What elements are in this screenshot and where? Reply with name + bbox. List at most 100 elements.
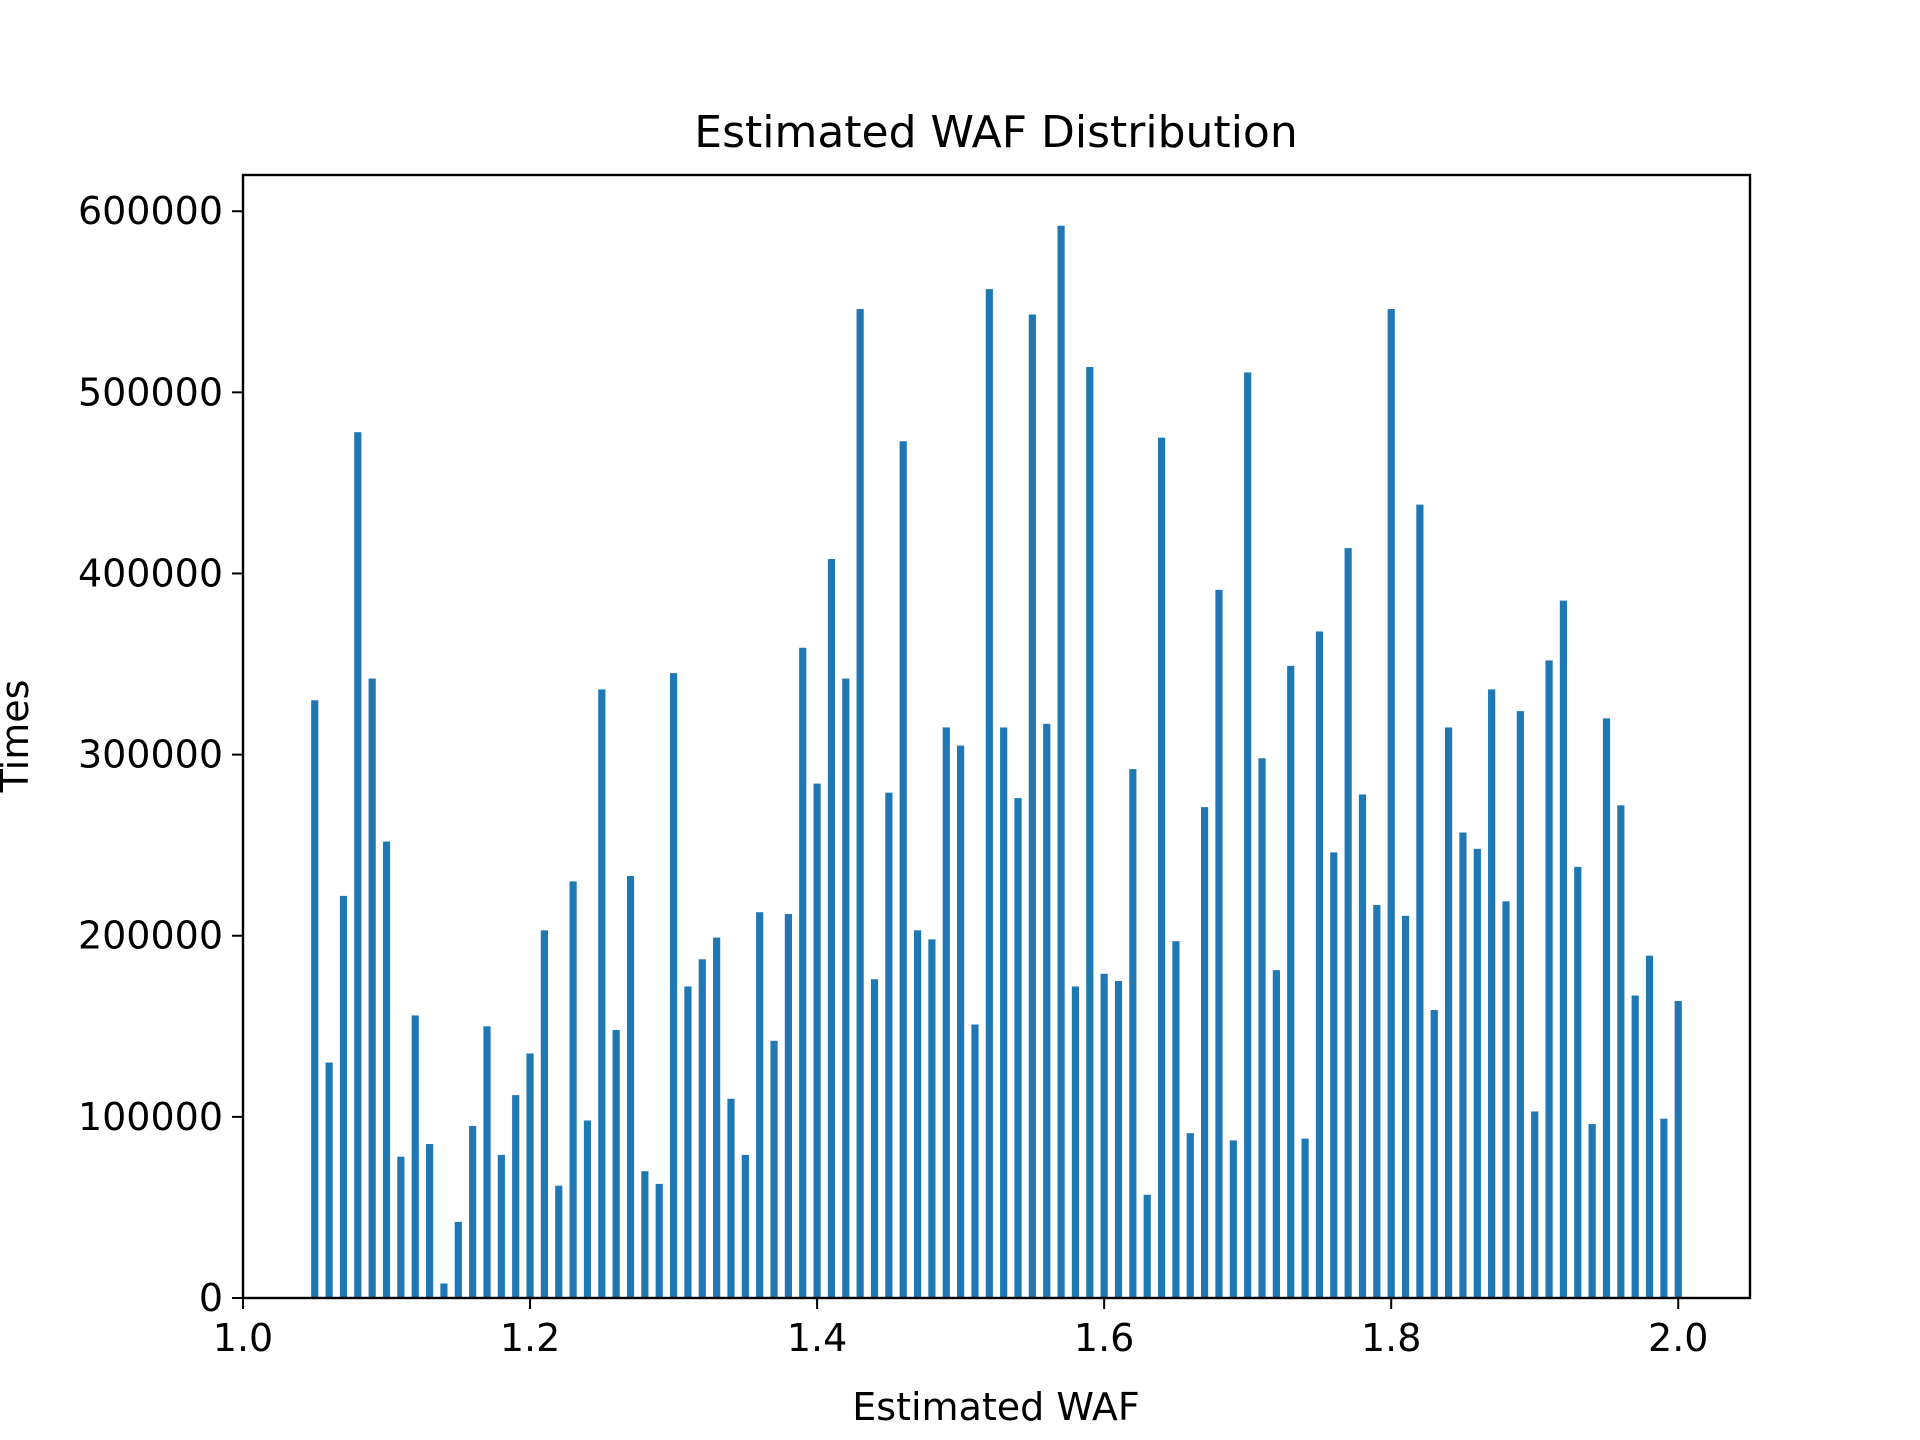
bar <box>1186 1133 1194 1298</box>
bar <box>741 1154 749 1298</box>
bar <box>942 727 950 1298</box>
bar <box>899 441 907 1298</box>
bar <box>1430 1010 1438 1298</box>
bar <box>1272 970 1280 1298</box>
y-tick-label: 400000 <box>78 551 223 595</box>
bar <box>885 792 893 1298</box>
bar <box>698 959 706 1298</box>
bar <box>569 881 577 1298</box>
bar <box>382 841 391 1298</box>
bar <box>583 1120 592 1298</box>
bar <box>1215 589 1223 1298</box>
x-tick-label: 2.0 <box>1648 1316 1708 1360</box>
y-tick-label: 100000 <box>78 1095 223 1139</box>
bar <box>483 1026 491 1298</box>
chart-title: Estimated WAF Distribution <box>694 107 1297 158</box>
bar <box>598 689 606 1298</box>
bar <box>540 930 548 1298</box>
bar <box>655 1183 663 1298</box>
bar <box>1014 798 1022 1298</box>
bar <box>1516 711 1524 1298</box>
bar <box>870 979 879 1298</box>
x-axis-label: Estimated WAF <box>852 1385 1139 1429</box>
bar <box>354 432 362 1298</box>
bar <box>827 558 836 1298</box>
bar <box>1373 904 1381 1298</box>
bar <box>1545 660 1553 1298</box>
x-tick-label: 1.0 <box>213 1316 273 1360</box>
bar <box>1000 727 1008 1298</box>
bar <box>1229 1140 1237 1298</box>
bar <box>1172 941 1180 1298</box>
plot-frame <box>241 173 1752 1300</box>
bar <box>1258 758 1266 1298</box>
bar <box>1028 314 1036 1299</box>
bar <box>1387 309 1395 1298</box>
bar <box>799 647 807 1298</box>
bar <box>928 939 936 1298</box>
bar <box>1129 769 1137 1298</box>
bar <box>1057 225 1065 1299</box>
bar <box>1071 986 1080 1298</box>
x-tick-label: 1.8 <box>1361 1316 1421 1360</box>
bar <box>770 1040 778 1298</box>
bar <box>1660 1118 1668 1298</box>
x-tick-label: 1.2 <box>500 1316 560 1360</box>
bar <box>1445 727 1453 1298</box>
bar <box>1459 832 1467 1298</box>
bar <box>1143 1194 1151 1298</box>
bar <box>985 289 993 1298</box>
bar <box>626 875 635 1298</box>
bar <box>1244 372 1252 1298</box>
bar <box>1602 718 1611 1298</box>
bar <box>1043 723 1051 1298</box>
bar <box>1201 807 1209 1298</box>
bar <box>497 1154 505 1298</box>
bar <box>913 930 922 1298</box>
bar <box>1588 1124 1596 1298</box>
bar <box>971 1024 979 1298</box>
bar <box>727 1098 735 1298</box>
bar <box>1502 901 1510 1298</box>
bar <box>684 986 692 1298</box>
bar <box>1344 548 1352 1298</box>
bar <box>325 1062 333 1298</box>
y-tick-label: 0 <box>199 1276 223 1320</box>
y-axis: 0 100000 200000 300000 400000 500000 600000 <box>78 189 243 1320</box>
bar <box>526 1053 534 1298</box>
bar <box>1100 973 1108 1298</box>
bars <box>311 225 1682 1299</box>
bar <box>425 1144 434 1298</box>
bar <box>454 1221 462 1298</box>
x-tick-label: 1.4 <box>787 1316 847 1360</box>
y-tick-label: 300000 <box>78 733 223 777</box>
bar <box>842 678 850 1298</box>
bar <box>1330 852 1338 1298</box>
bar <box>555 1185 563 1298</box>
bar <box>856 309 864 1298</box>
x-tick-label: 1.6 <box>1074 1316 1134 1360</box>
bar <box>1416 504 1424 1298</box>
bar <box>784 914 792 1298</box>
bar <box>957 745 965 1298</box>
bar <box>1559 600 1568 1298</box>
bar <box>1287 665 1295 1298</box>
bar <box>1086 367 1094 1298</box>
y-tick-label: 600000 <box>78 189 223 233</box>
bar <box>411 1015 419 1298</box>
bar <box>339 895 348 1298</box>
bar <box>669 673 678 1298</box>
bar <box>469 1125 477 1298</box>
bar <box>1315 631 1324 1298</box>
y-axis-label: Times <box>0 680 37 794</box>
bar <box>397 1156 405 1298</box>
bar <box>512 1095 520 1298</box>
x-axis: 1.0 1.2 1.4 1.6 1.8 2.0 <box>213 1298 1708 1360</box>
bar <box>1301 1138 1309 1298</box>
bar <box>612 1029 620 1298</box>
bar <box>1401 915 1410 1298</box>
bar <box>1157 437 1166 1298</box>
bar <box>368 678 376 1298</box>
y-tick-label: 200000 <box>78 914 223 958</box>
